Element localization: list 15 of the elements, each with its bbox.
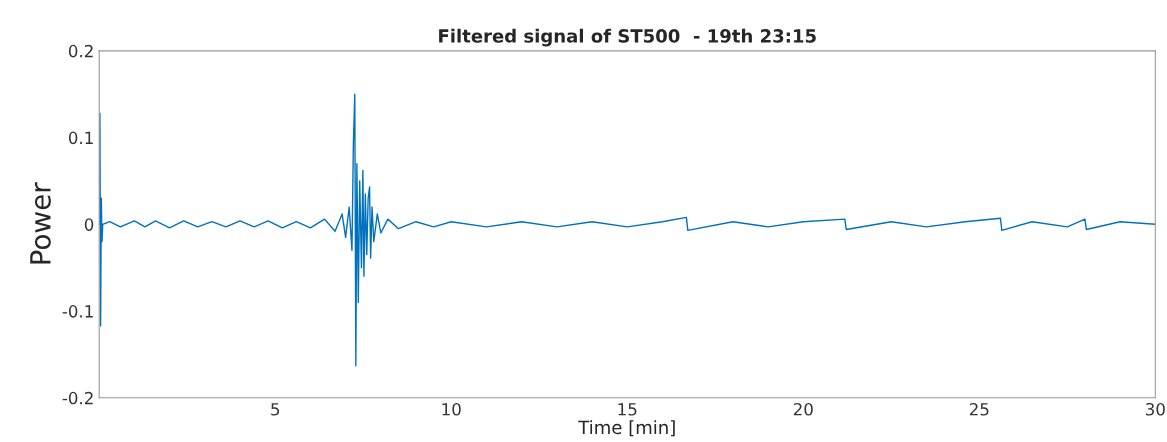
line-series	[99, 93, 1156, 367]
y-axis-title: Power	[30, 182, 51, 264]
x-tick-label: 10	[442, 402, 461, 416]
y-tick-label: 0	[84, 218, 94, 231]
x-axis-title: Time [min]	[578, 420, 675, 437]
y-tick-label: -0.1	[62, 305, 93, 318]
x-tick-label: 30	[1146, 402, 1165, 416]
x-tick-label: 5	[271, 403, 280, 416]
y-tick-label: 0.1	[68, 131, 93, 145]
x-tick-label: 25	[969, 402, 989, 416]
y-tick-label: -0.2	[62, 391, 93, 405]
chart-title: Filtered signal of ST500 - 19th 23:15	[439, 28, 816, 47]
x-tick-label: 20	[793, 402, 813, 416]
x-tick-label: 15	[618, 403, 637, 416]
y-tick-label: 0.2	[68, 44, 93, 58]
